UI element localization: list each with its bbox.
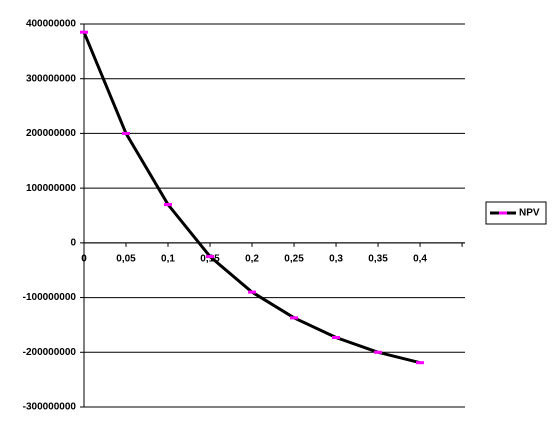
point-marker [164,203,173,207]
y-tick-label: 300000000 [26,73,76,84]
x-tick-label: 0,25 [284,253,304,264]
point-marker [206,255,215,259]
x-tick-label: 0,4 [413,253,427,264]
y-tick-label: 100000000 [26,183,76,194]
y-tick-label: -100000000 [23,292,77,303]
x-tick-label: 0,35 [368,253,388,264]
point-marker [332,336,341,340]
y-tick-label: -200000000 [23,347,77,358]
point-marker [80,30,88,34]
point-marker [290,316,299,320]
y-tick-label: 0 [70,237,76,248]
y-tick-label: 400000000 [26,19,76,30]
x-tick-label: 0,05 [116,253,136,264]
y-tick-label: -300000000 [23,402,77,413]
point-marker [374,350,383,354]
y-tick-label: 200000000 [26,128,76,139]
point-marker [416,361,425,365]
x-tick-label: 0,3 [329,253,343,264]
x-tick-label: 0,2 [245,253,259,264]
series-line [82,31,421,365]
x-tick-label: 0,15 [200,253,220,264]
point-marker [248,290,257,294]
legend-marker [499,211,507,215]
x-tick-label: 0,1 [161,253,175,264]
point-marker [122,131,131,135]
legend-label: NPV [519,208,540,219]
x-tick-label: 0 [81,253,87,264]
